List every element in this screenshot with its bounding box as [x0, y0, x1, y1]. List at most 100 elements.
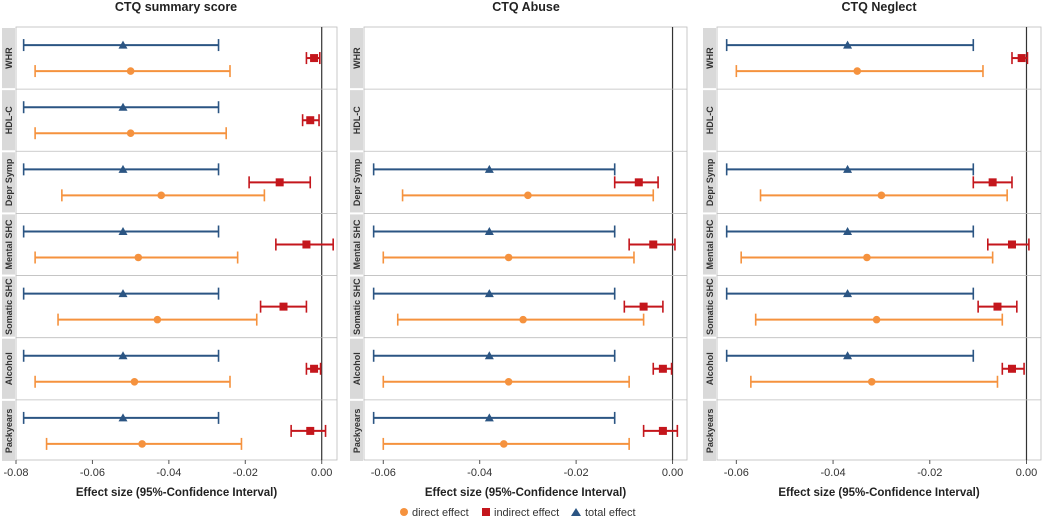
facet-strip-hdl-c: HDL-C — [350, 90, 363, 151]
facet-strip-label: Mental SHC — [705, 219, 715, 270]
facet-strip-label: Somatic SHC — [352, 278, 362, 335]
indirect-point — [658, 364, 667, 373]
total-point — [843, 351, 853, 360]
total-point — [118, 40, 128, 49]
facet-strip-alcohol: Alcohol — [703, 338, 716, 399]
total-effect-packyears — [372, 411, 616, 424]
facet-strip-label: WHR — [4, 47, 14, 69]
facet-strip-background — [2, 276, 15, 337]
direct-point — [157, 191, 166, 200]
facet-strip-label: Depr Symp — [4, 158, 14, 206]
direct-point — [153, 315, 162, 324]
indirect-point — [302, 240, 311, 249]
total-point — [484, 413, 494, 422]
direct-effect-depr-symp — [759, 189, 1008, 202]
indirect-point — [279, 302, 288, 311]
direct-effect-depr-symp — [61, 189, 266, 202]
direct-effect-alcohol — [750, 375, 999, 388]
indirect-point — [1007, 364, 1016, 373]
facet-strip-somatic-shc: Somatic SHC — [350, 276, 363, 337]
x-tick-label: -0.04 — [821, 467, 846, 479]
direct-point — [504, 253, 513, 262]
facet-strip-background — [2, 400, 15, 461]
panel-title-ctq-summary-score: CTQ summary score — [115, 0, 237, 14]
total-effect-depr-symp — [725, 163, 975, 176]
facet-strip-depr-symp: Depr Symp — [350, 152, 363, 213]
indirect-point — [275, 178, 284, 187]
legend-item-indirect: indirect effect — [482, 507, 559, 518]
facet-strip-packyears: Packyears — [2, 400, 15, 461]
facet-strip-label: Mental SHC — [352, 219, 362, 270]
direct-point — [524, 191, 532, 200]
plot-frame — [363, 26, 688, 461]
total-effect-alcohol — [22, 349, 220, 362]
x-tick-label: -0.02 — [917, 467, 942, 479]
indirect-effect-somatic-shc — [259, 300, 308, 313]
facet-strip-background — [350, 152, 363, 213]
panel-title-ctq-abuse: CTQ Abuse — [492, 0, 560, 14]
facet-strip-somatic-shc: Somatic SHC — [703, 276, 716, 337]
x-tick-label: -0.06 — [724, 467, 749, 479]
facet-strip-background — [703, 214, 716, 275]
facet-strip-depr-symp: Depr Symp — [703, 152, 716, 213]
facet-strip-label: Packyears — [705, 409, 715, 454]
indirect-effect-depr-symp — [613, 176, 659, 189]
total-point — [118, 413, 128, 422]
indirect-effect-alcohol — [1001, 362, 1025, 375]
facet-strip-background — [703, 28, 716, 89]
legend-label-indirect: indirect effect — [494, 507, 559, 518]
legend-label-total: total effect — [585, 507, 636, 518]
x-tick-label: -0.04 — [156, 467, 181, 479]
total-point — [118, 226, 128, 235]
facet-strip-label: Somatic SHC — [705, 278, 715, 335]
x-tick-label: -0.02 — [233, 467, 258, 479]
total-point — [484, 226, 494, 235]
facet-strip-background — [703, 338, 716, 399]
indirect-effect-hdl-c — [301, 114, 320, 127]
direct-effect-mental-shc — [34, 251, 239, 264]
indirect-effect-somatic-shc — [623, 300, 664, 313]
direct-point — [138, 440, 146, 448]
total-effect-depr-symp — [372, 163, 616, 176]
indirect-point — [310, 364, 319, 373]
facet-strip-background — [2, 28, 15, 89]
indirect-point — [306, 426, 315, 435]
total-effect-mental-shc — [22, 225, 220, 238]
total-effect-somatic-shc — [372, 287, 616, 300]
indirect-effect-mental-shc — [275, 238, 334, 251]
legend-item-direct: direct effect — [400, 507, 469, 518]
direct-effect-somatic-shc — [396, 313, 645, 326]
plot-area-ctq-summary-score: -0.08 -0.06 -0.04 -0.02 0.00 Effect size (95%… — [2, 26, 338, 499]
indirect-effect-mental-shc — [628, 238, 676, 251]
direct-point — [863, 253, 871, 262]
facet-strip-background — [703, 400, 716, 461]
total-effect-whr — [22, 39, 220, 52]
facet-strip-whr: WHR — [703, 28, 716, 89]
total-point — [118, 289, 128, 298]
indirect-effect-whr — [1011, 52, 1029, 65]
facet-strip-background — [2, 214, 15, 275]
facet-strip-background — [350, 338, 363, 399]
indirect-point — [634, 178, 643, 187]
total-effect-somatic-shc — [22, 287, 220, 300]
facet-strip-label: HDL-C — [352, 106, 362, 134]
total-point — [843, 289, 853, 298]
direct-point — [872, 315, 881, 324]
direct-effect-whr — [735, 65, 984, 78]
total-effect-packyears — [22, 411, 220, 424]
direct-point — [134, 253, 143, 262]
x-axis-label: Effect size (95%-Confidence Interval) — [425, 487, 626, 499]
indirect-point — [993, 302, 1002, 311]
total-effect-mental-shc — [372, 225, 616, 238]
legend-circle-icon — [400, 508, 408, 516]
facet-strip-mental-shc: Mental SHC — [703, 214, 716, 275]
total-point — [118, 102, 128, 111]
indirect-point — [1007, 240, 1016, 249]
direct-effect-packyears — [382, 437, 630, 450]
legend-triangle-icon — [571, 508, 581, 516]
direct-point — [877, 191, 886, 200]
direct-point — [130, 377, 139, 386]
total-point — [484, 289, 494, 298]
direct-point — [126, 129, 135, 138]
